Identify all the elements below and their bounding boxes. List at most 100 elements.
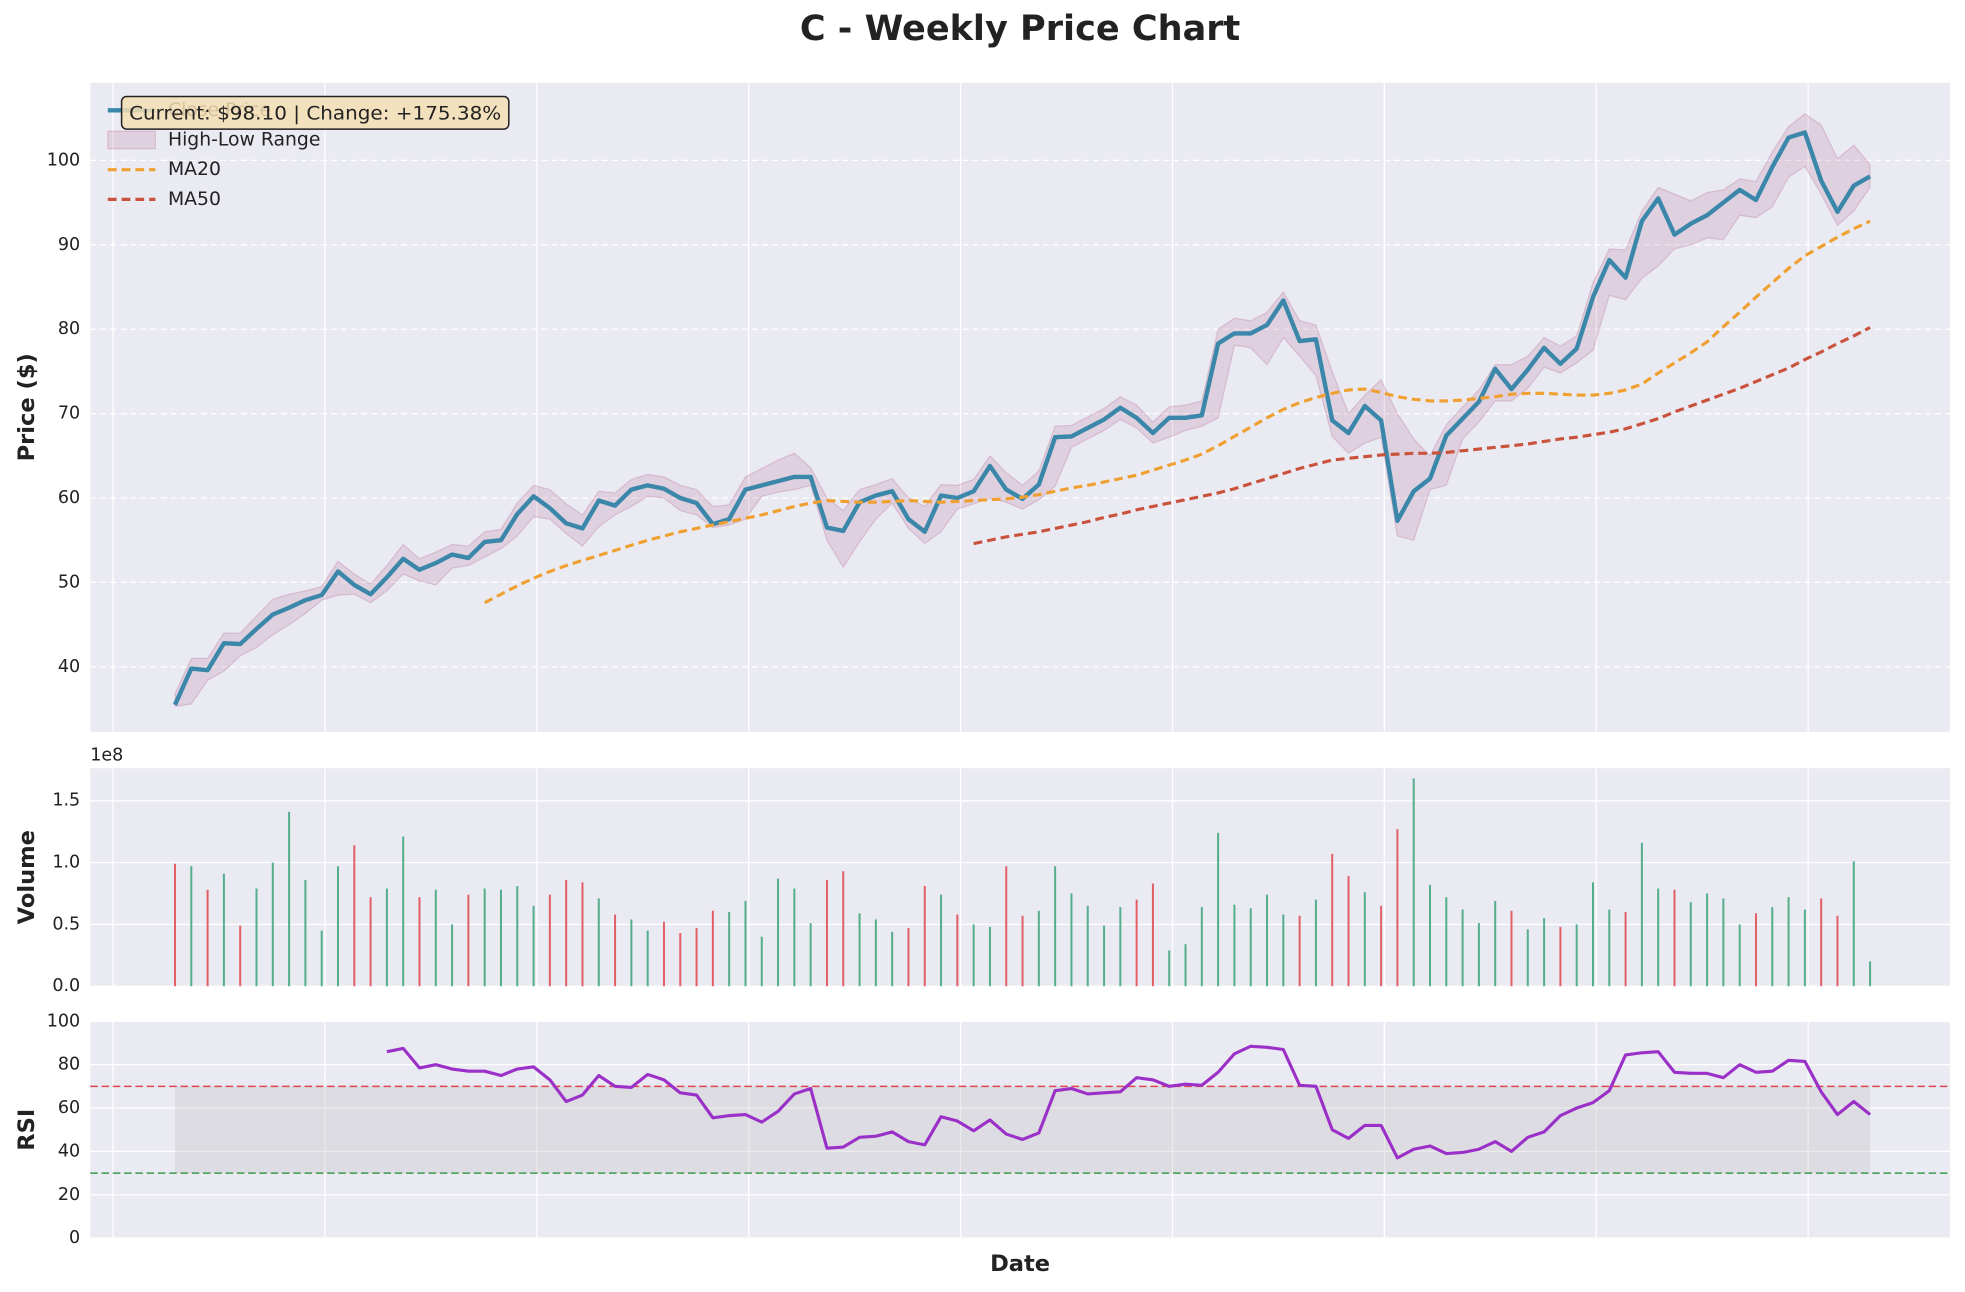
- volume-bar: [1771, 907, 1774, 987]
- volume-bar: [695, 928, 698, 987]
- volume-bar: [728, 912, 731, 987]
- y-tick-label: 1.5: [52, 791, 80, 811]
- volume-bar: [1722, 898, 1725, 987]
- volume-bar: [190, 866, 193, 987]
- volume-bar: [907, 928, 910, 987]
- volume-bar: [1754, 913, 1757, 987]
- volume-bar: [777, 878, 780, 987]
- axis-offset-label: 1e8: [90, 746, 123, 766]
- volume-bar: [630, 919, 633, 987]
- rsi-neutral-band: [175, 1086, 1871, 1174]
- volume-bar: [320, 930, 323, 987]
- volume-bar: [288, 811, 291, 987]
- y-axis-label: RSI: [14, 1109, 40, 1151]
- volume-bar: [516, 886, 519, 987]
- volume-bar: [1706, 893, 1709, 987]
- volume-bar: [1624, 912, 1627, 987]
- y-tick-label: 70: [58, 404, 80, 424]
- y-tick-label: 40: [58, 1141, 80, 1161]
- volume-bar: [662, 921, 665, 987]
- y-tick-label: 0.0: [52, 976, 80, 996]
- legend-swatch: [107, 130, 157, 150]
- legend-label: MA50: [168, 189, 221, 210]
- volume-bar: [1836, 915, 1839, 987]
- volume-bar: [304, 879, 307, 987]
- volume-bar: [1787, 897, 1790, 987]
- volume-bar: [646, 930, 649, 987]
- y-tick-label: 100: [47, 150, 80, 170]
- volume-bar: [1510, 910, 1513, 987]
- volume-bar: [1005, 866, 1008, 987]
- y-tick-label: 60: [58, 1098, 80, 1118]
- volume-bar: [1543, 918, 1546, 987]
- volume-bar: [548, 894, 551, 987]
- volume-bar: [402, 836, 405, 987]
- volume-bar: [499, 889, 502, 987]
- volume-bar: [1200, 907, 1203, 987]
- volume-bar: [483, 888, 486, 987]
- volume-bar: [972, 924, 975, 987]
- volume-bar: [1103, 925, 1106, 987]
- x-axis-label: Date: [990, 1251, 1050, 1277]
- y-tick-label: 80: [58, 319, 80, 339]
- volume-bar: [1314, 899, 1317, 987]
- volume-bar: [336, 866, 339, 987]
- volume-bar: [271, 862, 274, 987]
- volume-bar: [1070, 893, 1073, 987]
- volume-bar: [1331, 853, 1334, 987]
- volume-bar: [532, 905, 535, 987]
- volume-bar: [1575, 924, 1578, 987]
- volume-bar: [385, 888, 388, 987]
- volume-bar: [418, 897, 421, 987]
- volume-bar: [1673, 889, 1676, 987]
- volume-bar: [809, 923, 812, 987]
- y-tick-label: 0: [69, 1228, 80, 1248]
- volume-bar: [1168, 950, 1171, 987]
- volume-bar: [174, 863, 177, 987]
- volume-bar: [434, 889, 437, 987]
- volume-bar: [1429, 884, 1432, 987]
- volume-bar: [1608, 909, 1611, 987]
- y-tick-label: 50: [58, 572, 80, 592]
- volume-bar: [793, 888, 796, 987]
- volume-bar: [1494, 900, 1497, 987]
- volume-bar: [1852, 861, 1855, 987]
- volume-bar: [1657, 888, 1660, 987]
- volume-bar: [1249, 908, 1252, 987]
- volume-bar: [891, 931, 894, 987]
- y-tick-label: 60: [58, 488, 80, 508]
- volume-bar: [206, 889, 209, 987]
- price-line: [386, 1044, 1872, 1160]
- volume-bar: [1445, 897, 1448, 987]
- plot-area: [90, 768, 1950, 987]
- y-tick-label: 80: [58, 1055, 80, 1075]
- volume-bar: [451, 924, 454, 987]
- price-line: [973, 326, 1871, 546]
- volume-bar: [1119, 907, 1122, 987]
- volume-bar: [1869, 961, 1872, 987]
- volume-bar: [1738, 924, 1741, 987]
- volume-bar: [760, 936, 763, 987]
- volume-bar: [842, 871, 845, 987]
- volume-bar: [679, 933, 682, 987]
- volume-bar: [1266, 894, 1269, 987]
- volume-bar: [923, 886, 926, 987]
- volume-bar: [1217, 832, 1220, 987]
- volume-bar: [222, 873, 225, 987]
- volume-bar: [1233, 904, 1236, 987]
- volume-bar: [1380, 905, 1383, 987]
- plot-area: [90, 1021, 1950, 1239]
- annotation: Current: $98.10 | Change: +175.38%: [129, 104, 501, 125]
- price-line: [173, 130, 1872, 706]
- volume-bar: [255, 888, 258, 987]
- volume-bar: [1363, 892, 1366, 987]
- volume-bar: [239, 925, 242, 987]
- volume-bar: [744, 900, 747, 987]
- volume-bar: [1086, 905, 1089, 987]
- volume-bar: [1412, 778, 1415, 987]
- volume-bar: [565, 879, 568, 987]
- volume-bar: [858, 913, 861, 987]
- y-tick-label: 100: [47, 1011, 80, 1031]
- volume-bar: [614, 914, 617, 987]
- annotation-box: [120, 95, 510, 130]
